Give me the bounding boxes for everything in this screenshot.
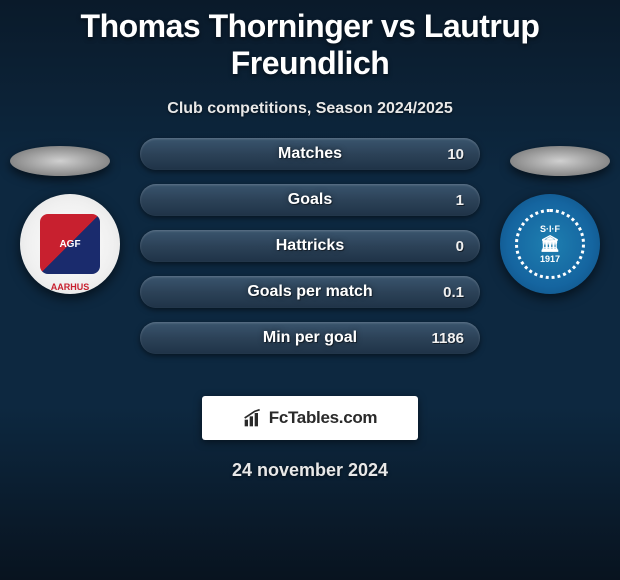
stat-label: Hattricks	[276, 237, 344, 255]
club2-short: S·I·F	[540, 224, 560, 234]
stat-label: Goals	[288, 191, 332, 209]
club1-short: AGF	[59, 239, 80, 250]
player2-club-logo: S·I·F 🏛 1917	[500, 194, 600, 294]
club1-city: AARHUS	[51, 282, 90, 292]
page-title: Thomas Thorninger vs Lautrup Freundlich	[0, 0, 620, 82]
branding-badge: FcTables.com	[202, 396, 418, 440]
club1-crest: AGF AARHUS	[40, 214, 100, 274]
club2-crest: S·I·F 🏛 1917	[515, 209, 585, 279]
stat-value-right: 10	[447, 146, 464, 163]
branding-text: FcTables.com	[269, 408, 378, 428]
stat-label: Min per goal	[263, 329, 357, 347]
stat-row-goals-per-match: Goals per match 0.1	[140, 276, 480, 308]
castle-icon: 🏛	[540, 234, 560, 254]
club2-year: 1917	[540, 254, 560, 264]
stat-row-hattricks: Hattricks 0	[140, 230, 480, 262]
subtitle: Club competitions, Season 2024/2025	[0, 100, 620, 118]
stat-row-matches: Matches 10	[140, 138, 480, 170]
player1-avatar-placeholder	[10, 146, 110, 176]
stats-list: Matches 10 Goals 1 Hattricks 0 Goals per…	[140, 138, 480, 368]
player1-club-logo: AGF AARHUS	[20, 194, 120, 294]
comparison-area: AGF AARHUS S·I·F 🏛 1917 Matches 10 Goals…	[0, 146, 620, 386]
stat-row-min-per-goal: Min per goal 1186	[140, 322, 480, 354]
stat-label: Matches	[278, 145, 342, 163]
player2-avatar-placeholder	[510, 146, 610, 176]
stat-value-right: 1186	[431, 330, 464, 347]
chart-icon	[243, 408, 263, 428]
stat-value-right: 0.1	[443, 284, 464, 301]
stat-label: Goals per match	[247, 283, 372, 301]
stat-value-right: 1	[456, 192, 464, 209]
stat-value-right: 0	[456, 238, 464, 255]
stat-row-goals: Goals 1	[140, 184, 480, 216]
date-label: 24 november 2024	[0, 460, 620, 481]
